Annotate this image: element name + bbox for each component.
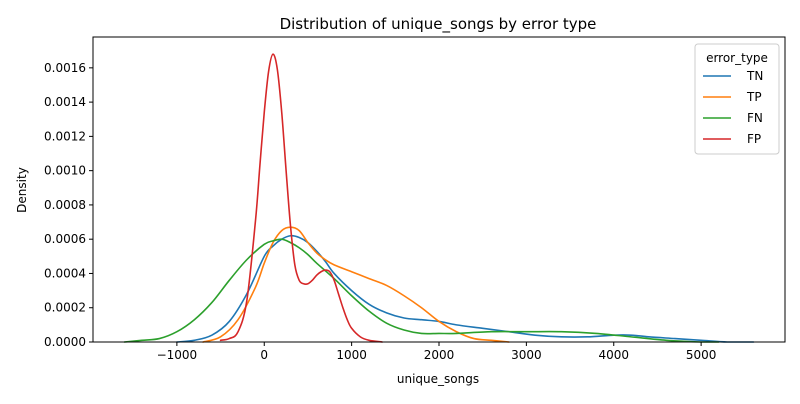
- plot-frame: [92, 36, 786, 343]
- series-line-fn: [123, 238, 720, 343]
- y-tick-label: 0.0012: [44, 129, 86, 143]
- legend-frame: [694, 43, 780, 155]
- y-tick-label: 0.0000: [44, 335, 86, 349]
- y-tick-label: 0.0016: [44, 61, 86, 75]
- legend-title: error_type: [706, 51, 768, 65]
- x-tick-label: 2000: [424, 348, 455, 362]
- x-axis-label: unique_songs: [397, 372, 479, 386]
- series-line-tp: [202, 226, 510, 343]
- legend-label-fn: FN: [747, 111, 763, 125]
- y-tick-label: 0.0008: [44, 198, 86, 212]
- x-tick-label: 0: [260, 348, 268, 362]
- legend-label-tn: TN: [746, 69, 763, 83]
- y-axis-label: Density: [15, 167, 29, 213]
- legend-label-fp: FP: [747, 132, 761, 146]
- y-axis: 0.0000 0.0002 0.0004 0.0006 0.0008 0.0010 0.00…: [44, 61, 93, 349]
- y-tick-label: 0.0006: [44, 232, 86, 246]
- y-tick-label: 0.0014: [44, 95, 86, 109]
- x-axis: −1000 0 1000 2000 3000 4000 5000: [157, 342, 717, 362]
- y-tick-label: 0.0010: [44, 164, 86, 178]
- y-tick-label: 0.0002: [44, 301, 86, 315]
- legend-label-tp: TP: [746, 90, 762, 104]
- y-tick-label: 0.0004: [44, 266, 86, 280]
- x-tick-label: 3000: [511, 348, 542, 362]
- series-line-tn: [176, 234, 755, 343]
- legend: error_type TN TP FN FP: [694, 43, 780, 155]
- x-tick-label: 4000: [598, 348, 629, 362]
- x-tick-label: −1000: [157, 348, 198, 362]
- legend-entries: TN TP FN FP: [703, 69, 763, 146]
- x-tick-label: 1000: [336, 348, 367, 362]
- series-line-fp: [219, 53, 384, 343]
- chart-title: Distribution of unique_songs by error ty…: [280, 15, 597, 34]
- series-layer: [123, 53, 755, 343]
- x-tick-label: 5000: [686, 348, 717, 362]
